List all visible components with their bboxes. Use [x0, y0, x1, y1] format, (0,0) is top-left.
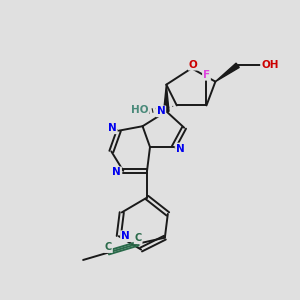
Text: N: N — [108, 123, 117, 133]
Text: OH: OH — [261, 60, 278, 70]
Text: F: F — [203, 70, 210, 80]
Polygon shape — [164, 85, 169, 111]
Text: N: N — [112, 167, 121, 177]
Polygon shape — [215, 63, 239, 82]
Text: N: N — [121, 231, 130, 241]
Text: C: C — [134, 233, 142, 243]
Text: C: C — [105, 242, 112, 252]
Text: O: O — [189, 60, 197, 70]
Text: HO: HO — [131, 105, 148, 115]
Text: N: N — [176, 143, 185, 154]
Text: N: N — [157, 106, 165, 116]
